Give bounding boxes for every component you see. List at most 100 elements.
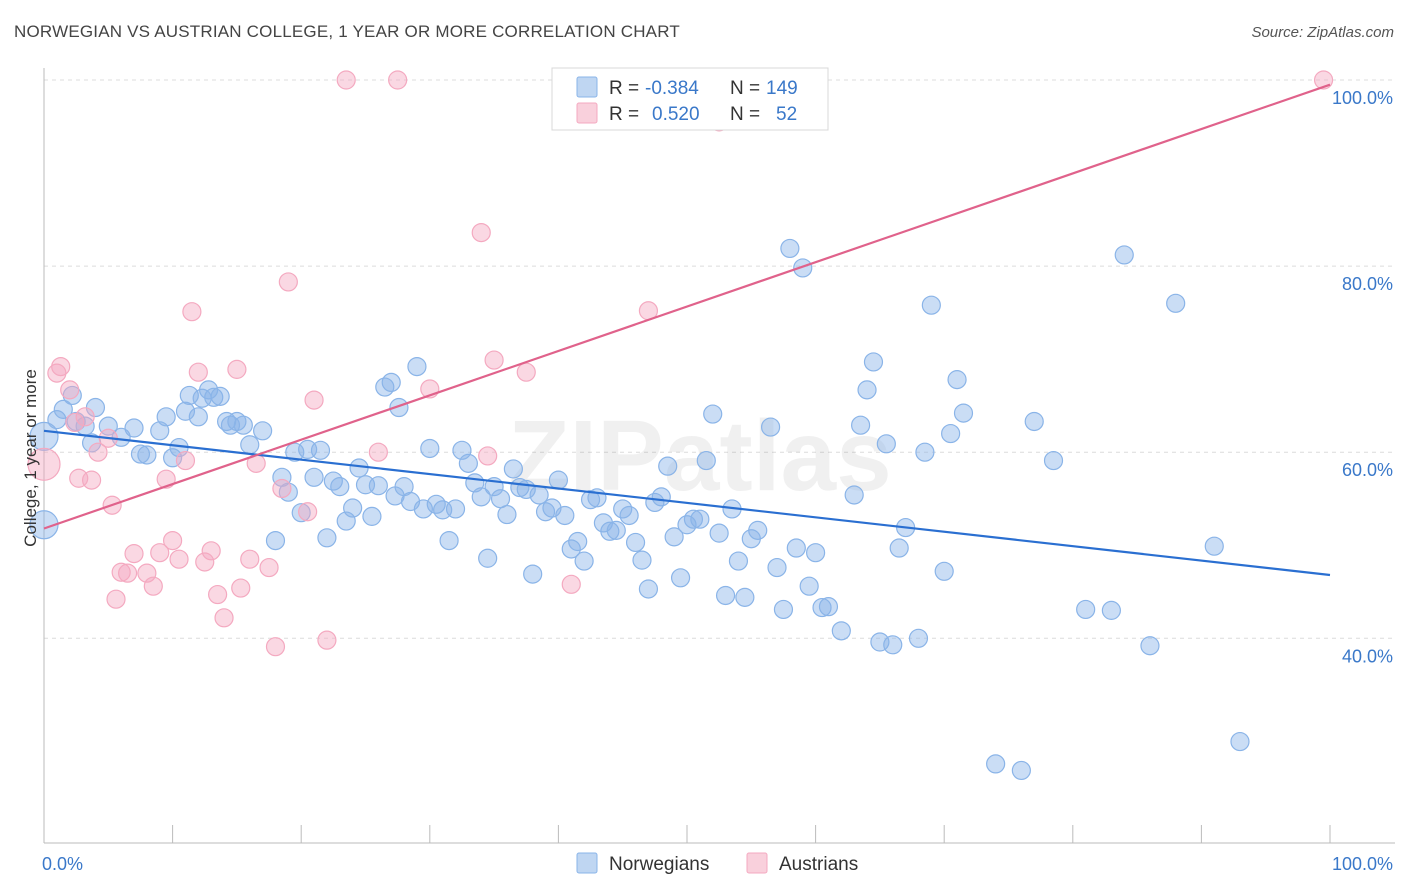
- norwegian-point: [124, 418, 144, 438]
- austrian-point: [259, 557, 279, 578]
- legend-r-label: R =: [609, 104, 639, 125]
- norwegian-point: [600, 521, 620, 541]
- austrian-point: [60, 380, 80, 400]
- norwegian-point: [29, 421, 59, 451]
- norwegian-point: [471, 487, 491, 507]
- austrian-point: [175, 450, 196, 471]
- austrian-point: [208, 584, 228, 605]
- norwegian-point: [1076, 599, 1096, 620]
- norwegian-point: [66, 411, 86, 432]
- norwegian-point: [1011, 760, 1031, 781]
- norwegian-point: [947, 370, 967, 390]
- norwegian-point: [773, 599, 794, 620]
- norwegian-point: [574, 551, 594, 571]
- norwegian-point: [53, 399, 73, 419]
- norwegian-point: [934, 561, 954, 581]
- legend-n-label: N =: [730, 78, 760, 99]
- norwegian-point: [445, 499, 466, 519]
- norwegian-point: [793, 258, 813, 278]
- austrian-point: [195, 552, 215, 572]
- norwegian-point: [413, 499, 433, 519]
- norwegian-point: [889, 538, 909, 558]
- austrian-point: [163, 530, 183, 551]
- norwegian-point: [503, 459, 523, 479]
- norwegian-point: [863, 352, 884, 372]
- y-tick-label: 100.0%: [1332, 88, 1393, 108]
- norwegian-point: [1043, 450, 1064, 471]
- austrian-point: [182, 302, 202, 322]
- legend-n-value: 52: [776, 104, 797, 125]
- norwegian-point: [908, 628, 929, 648]
- norwegian-point: [1230, 731, 1250, 752]
- y-tick-label: 60.0%: [1342, 460, 1393, 480]
- norwegian-point: [632, 550, 652, 570]
- norwegian-point: [548, 470, 569, 490]
- norwegian-point: [696, 450, 716, 471]
- series-legend-label: Austrians: [779, 854, 858, 875]
- trend-lines: [43, 83, 1331, 577]
- austrian-point: [169, 549, 189, 569]
- norwegian-point: [703, 404, 723, 424]
- y-tick-labels: 40.0% 60.0% 80.0% 100.0%: [1332, 88, 1393, 666]
- norwegian-point: [767, 557, 787, 578]
- austrian-point: [231, 578, 251, 598]
- x-tick-label: 100.0%: [1332, 854, 1393, 874]
- norwegian-point: [760, 417, 781, 437]
- norwegian-point: [1024, 411, 1044, 432]
- norwegian-point: [683, 509, 704, 529]
- norwegian-point: [233, 415, 253, 435]
- norwegian-point: [748, 520, 768, 540]
- austrian-point: [65, 412, 85, 433]
- legend-r-value: -0.384: [645, 78, 699, 99]
- norwegian-point: [1204, 536, 1224, 556]
- norwegian-point: [253, 421, 273, 441]
- norwegian-point: [780, 238, 800, 259]
- data-points: [27, 70, 1334, 781]
- norwegian-point: [606, 520, 626, 540]
- austrian-point: [304, 390, 324, 410]
- austrian-point: [106, 589, 126, 609]
- norwegian-point: [831, 621, 851, 641]
- austrian-point: [81, 470, 102, 490]
- norwegian-point: [497, 504, 517, 525]
- austrian-point: [117, 563, 138, 583]
- norwegian-point: [844, 485, 864, 505]
- norwegian-point: [188, 407, 208, 427]
- norwegian-point: [420, 438, 440, 459]
- legend: R = -0.384 N = 149 R = 0.520 N = 52: [551, 67, 829, 131]
- austrian-point: [143, 576, 163, 596]
- austrian-point: [188, 362, 208, 382]
- austrian-point: [471, 223, 491, 243]
- austrian-point: [516, 362, 536, 382]
- norwegian-point: [130, 444, 151, 464]
- norwegian-point: [1101, 600, 1121, 620]
- norwegian-point: [568, 531, 588, 552]
- austrian-point: [317, 630, 337, 650]
- norwegian-point: [407, 356, 427, 377]
- series-legend: Norwegians Austrians: [576, 852, 858, 875]
- norwegian-point: [150, 421, 170, 441]
- legend-r-value: 0.520: [652, 104, 700, 125]
- chart-source: Source: ZipAtlas.com: [1251, 24, 1394, 41]
- norwegian-point: [1140, 636, 1160, 656]
- austrian-point: [27, 447, 61, 481]
- austrian-point: [227, 359, 247, 379]
- norwegian-point: [555, 505, 575, 526]
- austrian-point: [272, 478, 292, 499]
- austrian-point: [88, 442, 108, 462]
- norwegian-point: [638, 579, 659, 599]
- norwegian-point: [728, 551, 749, 571]
- austrian-point: [561, 574, 581, 594]
- norwegian-point: [458, 453, 478, 473]
- norwegian-point: [580, 490, 601, 510]
- series-legend-swatch-austrians: [746, 852, 768, 874]
- norwegian-point: [1166, 293, 1186, 313]
- norwegian-point: [389, 397, 409, 418]
- legend-n-label: N =: [730, 104, 760, 125]
- y-tick-label: 80.0%: [1342, 274, 1393, 294]
- chart-title: NORWEGIAN VS AUSTRIAN COLLEGE, 1 YEAR OR…: [14, 22, 680, 41]
- austrian-point: [201, 541, 221, 561]
- legend-box: [551, 67, 829, 131]
- norwegian-point: [690, 509, 710, 529]
- y-tick-label: 40.0%: [1342, 646, 1393, 666]
